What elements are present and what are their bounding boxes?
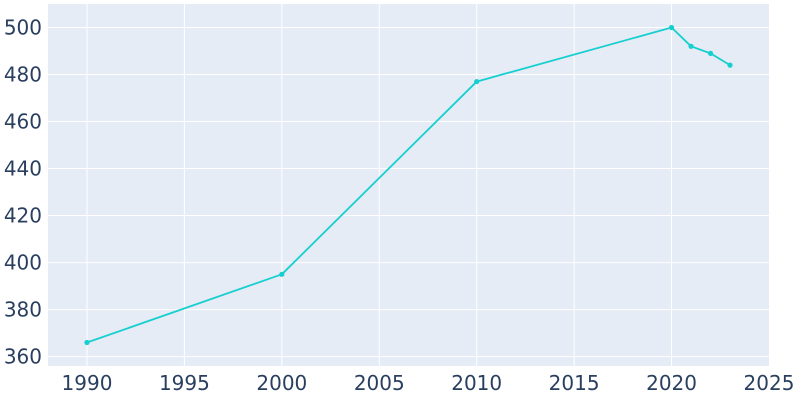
y-tick-label: 380 (4, 298, 42, 322)
y-tick-label: 480 (4, 63, 42, 87)
y-tick-label: 420 (4, 204, 42, 228)
x-tick-label: 2015 (549, 371, 600, 395)
data-point (707, 50, 714, 56)
x-tick-label: 2025 (744, 371, 795, 395)
y-axis-tick-labels: 360 380 400 420 440 460 480 500 (4, 16, 42, 369)
series-layer (84, 24, 733, 346)
data-point (84, 339, 90, 346)
y-tick-label: 460 (4, 110, 42, 134)
plot-area (48, 4, 769, 366)
x-tick-label: 2000 (256, 371, 307, 395)
x-tick-label: 1990 (62, 371, 113, 395)
x-tick-label: 2020 (646, 371, 697, 395)
x-axis-tick-labels: 1990 1995 2000 2005 2010 2015 2020 2025 (62, 371, 795, 395)
y-tick-label: 360 (4, 345, 42, 369)
data-point (279, 271, 285, 277)
data-point (474, 78, 480, 85)
x-tick-label: 2005 (354, 371, 405, 395)
data-point (727, 62, 733, 68)
y-tick-label: 500 (4, 16, 42, 40)
grid-lines (48, 4, 769, 366)
x-tick-label: 2010 (451, 371, 502, 395)
data-point (688, 43, 694, 49)
y-tick-label: 400 (4, 251, 42, 275)
data-point (668, 24, 675, 31)
y-tick-label: 440 (4, 157, 42, 181)
x-tick-label: 1995 (159, 371, 210, 395)
